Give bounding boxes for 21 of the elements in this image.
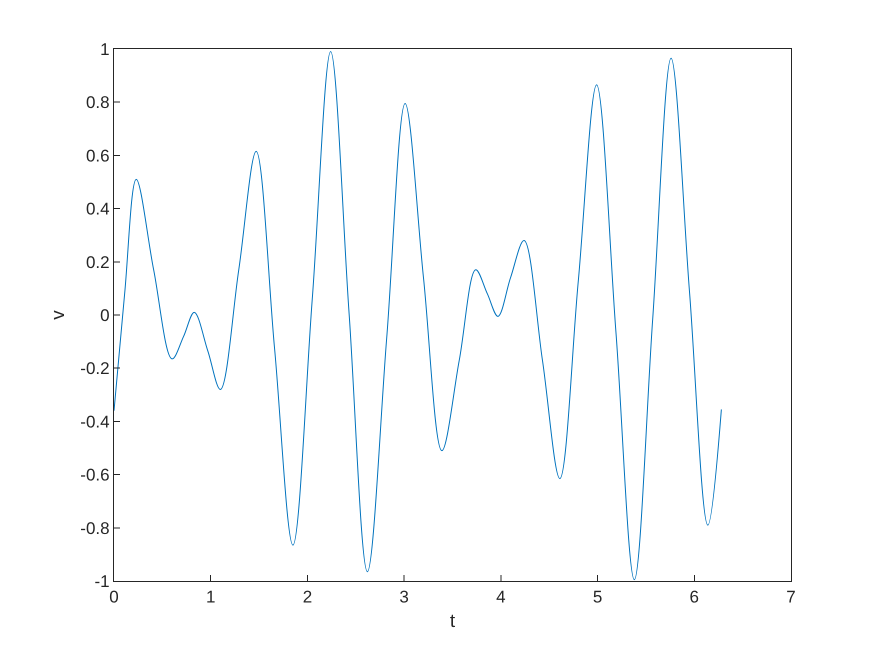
- x-tick-label: 1: [206, 587, 216, 606]
- line-series: [114, 51, 722, 580]
- x-tick-label: 4: [496, 587, 506, 606]
- y-tick-label: 0: [100, 306, 110, 325]
- y-tick-label: 0.8: [86, 93, 110, 112]
- y-tick-label: -1: [94, 572, 110, 591]
- y-tick-label: -0.6: [80, 466, 110, 485]
- x-tick-label: 5: [592, 587, 602, 606]
- x-tick-label: 7: [786, 587, 796, 606]
- x-tick-label: 6: [690, 587, 700, 606]
- x-axis-title: t: [450, 611, 456, 632]
- x-tick-label: 3: [399, 587, 409, 606]
- y-tick-label: -0.8: [80, 518, 110, 538]
- y-tick-label: -0.2: [80, 359, 110, 378]
- y-axis-title: v: [48, 310, 70, 320]
- x-tick-label: 2: [302, 587, 312, 606]
- y-tick-label: -0.4: [80, 412, 110, 432]
- y-tick-label: 0.6: [86, 146, 110, 166]
- y-tick-label: 0.4: [86, 200, 110, 219]
- y-tick-label: 1: [100, 40, 110, 59]
- y-tick-label: 0.2: [86, 252, 110, 272]
